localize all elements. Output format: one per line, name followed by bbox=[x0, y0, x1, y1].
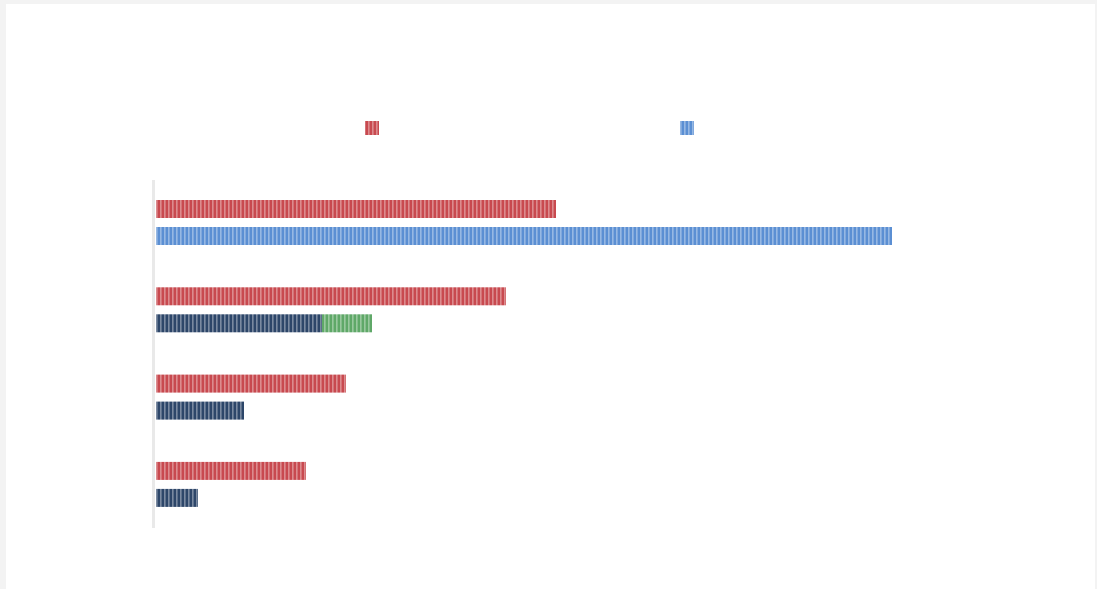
bar-series2-seg2-group2 bbox=[156, 314, 322, 333]
bar-series1-group3 bbox=[156, 374, 346, 393]
legend-swatch-1 bbox=[365, 121, 379, 135]
bars bbox=[156, 200, 892, 507]
legend-swatch-2 bbox=[680, 121, 694, 135]
bar-series2-seg3-group2 bbox=[322, 314, 372, 333]
bar-series2-seg2-group3 bbox=[156, 401, 244, 420]
bar-series2-seg1-group1 bbox=[156, 227, 892, 245]
bar-series1-group4 bbox=[156, 461, 306, 480]
bar-series1-group1 bbox=[156, 200, 556, 218]
legend bbox=[365, 121, 694, 135]
bar-series1-group2 bbox=[156, 287, 506, 306]
bar-series2-seg2-group4 bbox=[156, 488, 198, 507]
chart-container bbox=[6, 4, 1095, 589]
bar-chart bbox=[152, 121, 892, 528]
